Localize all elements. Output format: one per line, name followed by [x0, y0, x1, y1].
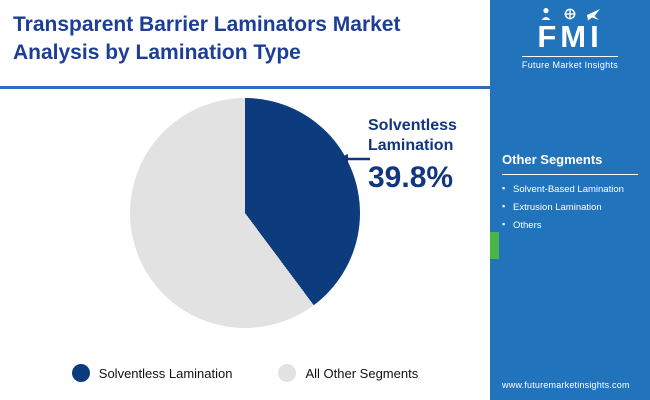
other-segments-list: Solvent-Based Lamination Extrusion Lamin… — [502, 183, 638, 232]
segment-item-solvent-based: Solvent-Based Lamination — [502, 183, 638, 196]
callout-arrow-icon — [336, 152, 370, 166]
legend-item-others: All Other Segments — [278, 364, 418, 382]
other-segments-title: Other Segments — [502, 152, 603, 167]
page-title-line1: Transparent Barrier Laminators Market — [13, 13, 401, 36]
person-icon — [541, 8, 551, 20]
pie-callout: Solventless Lamination 39.8% — [368, 116, 488, 195]
segment-item-extrusion: Extrusion Lamination — [502, 201, 638, 214]
page-title-line2: Analysis by Lamination Type — [13, 40, 301, 64]
website-link[interactable]: www.futuremarketinsights.com — [502, 380, 630, 390]
legend-swatch-others — [278, 364, 297, 382]
plane-icon — [587, 9, 600, 21]
legend-label-others: All Other Segments — [305, 365, 419, 381]
callout-label-line2: Lamination — [368, 137, 454, 154]
logo-pictogram-icons — [541, 8, 600, 21]
legend-label-solventless: Solventless Lamination — [98, 365, 233, 381]
pie-chart — [130, 98, 360, 328]
callout-label-line1: Solventless — [368, 117, 457, 134]
fmi-logo: FMI Future Market Insights — [490, 0, 650, 70]
legend-item-solventless: Solventless Lamination — [71, 364, 233, 382]
legend: Solventless Lamination All Other Segment… — [0, 364, 490, 382]
other-segments-divider — [502, 174, 638, 175]
sidebar: FMI Future Market Insights Other Segment… — [490, 0, 650, 400]
callout-value: 39.8% — [368, 161, 454, 194]
green-accent-mark — [490, 232, 499, 259]
logo-subtext: Future Market Insights — [521, 59, 619, 70]
other-segments-panel: Other Segments Solvent-Based Lamination … — [490, 152, 650, 238]
wheel-icon — [564, 8, 576, 20]
logo-text: FMI — [537, 19, 603, 54]
header: Transparent Barrier Laminators Market An… — [0, 0, 490, 89]
legend-swatch-solventless — [71, 364, 90, 382]
logo-divider — [522, 55, 618, 57]
segment-item-others: Others — [502, 219, 638, 232]
page-title: Transparent Barrier Laminators Market An… — [13, 11, 476, 66]
